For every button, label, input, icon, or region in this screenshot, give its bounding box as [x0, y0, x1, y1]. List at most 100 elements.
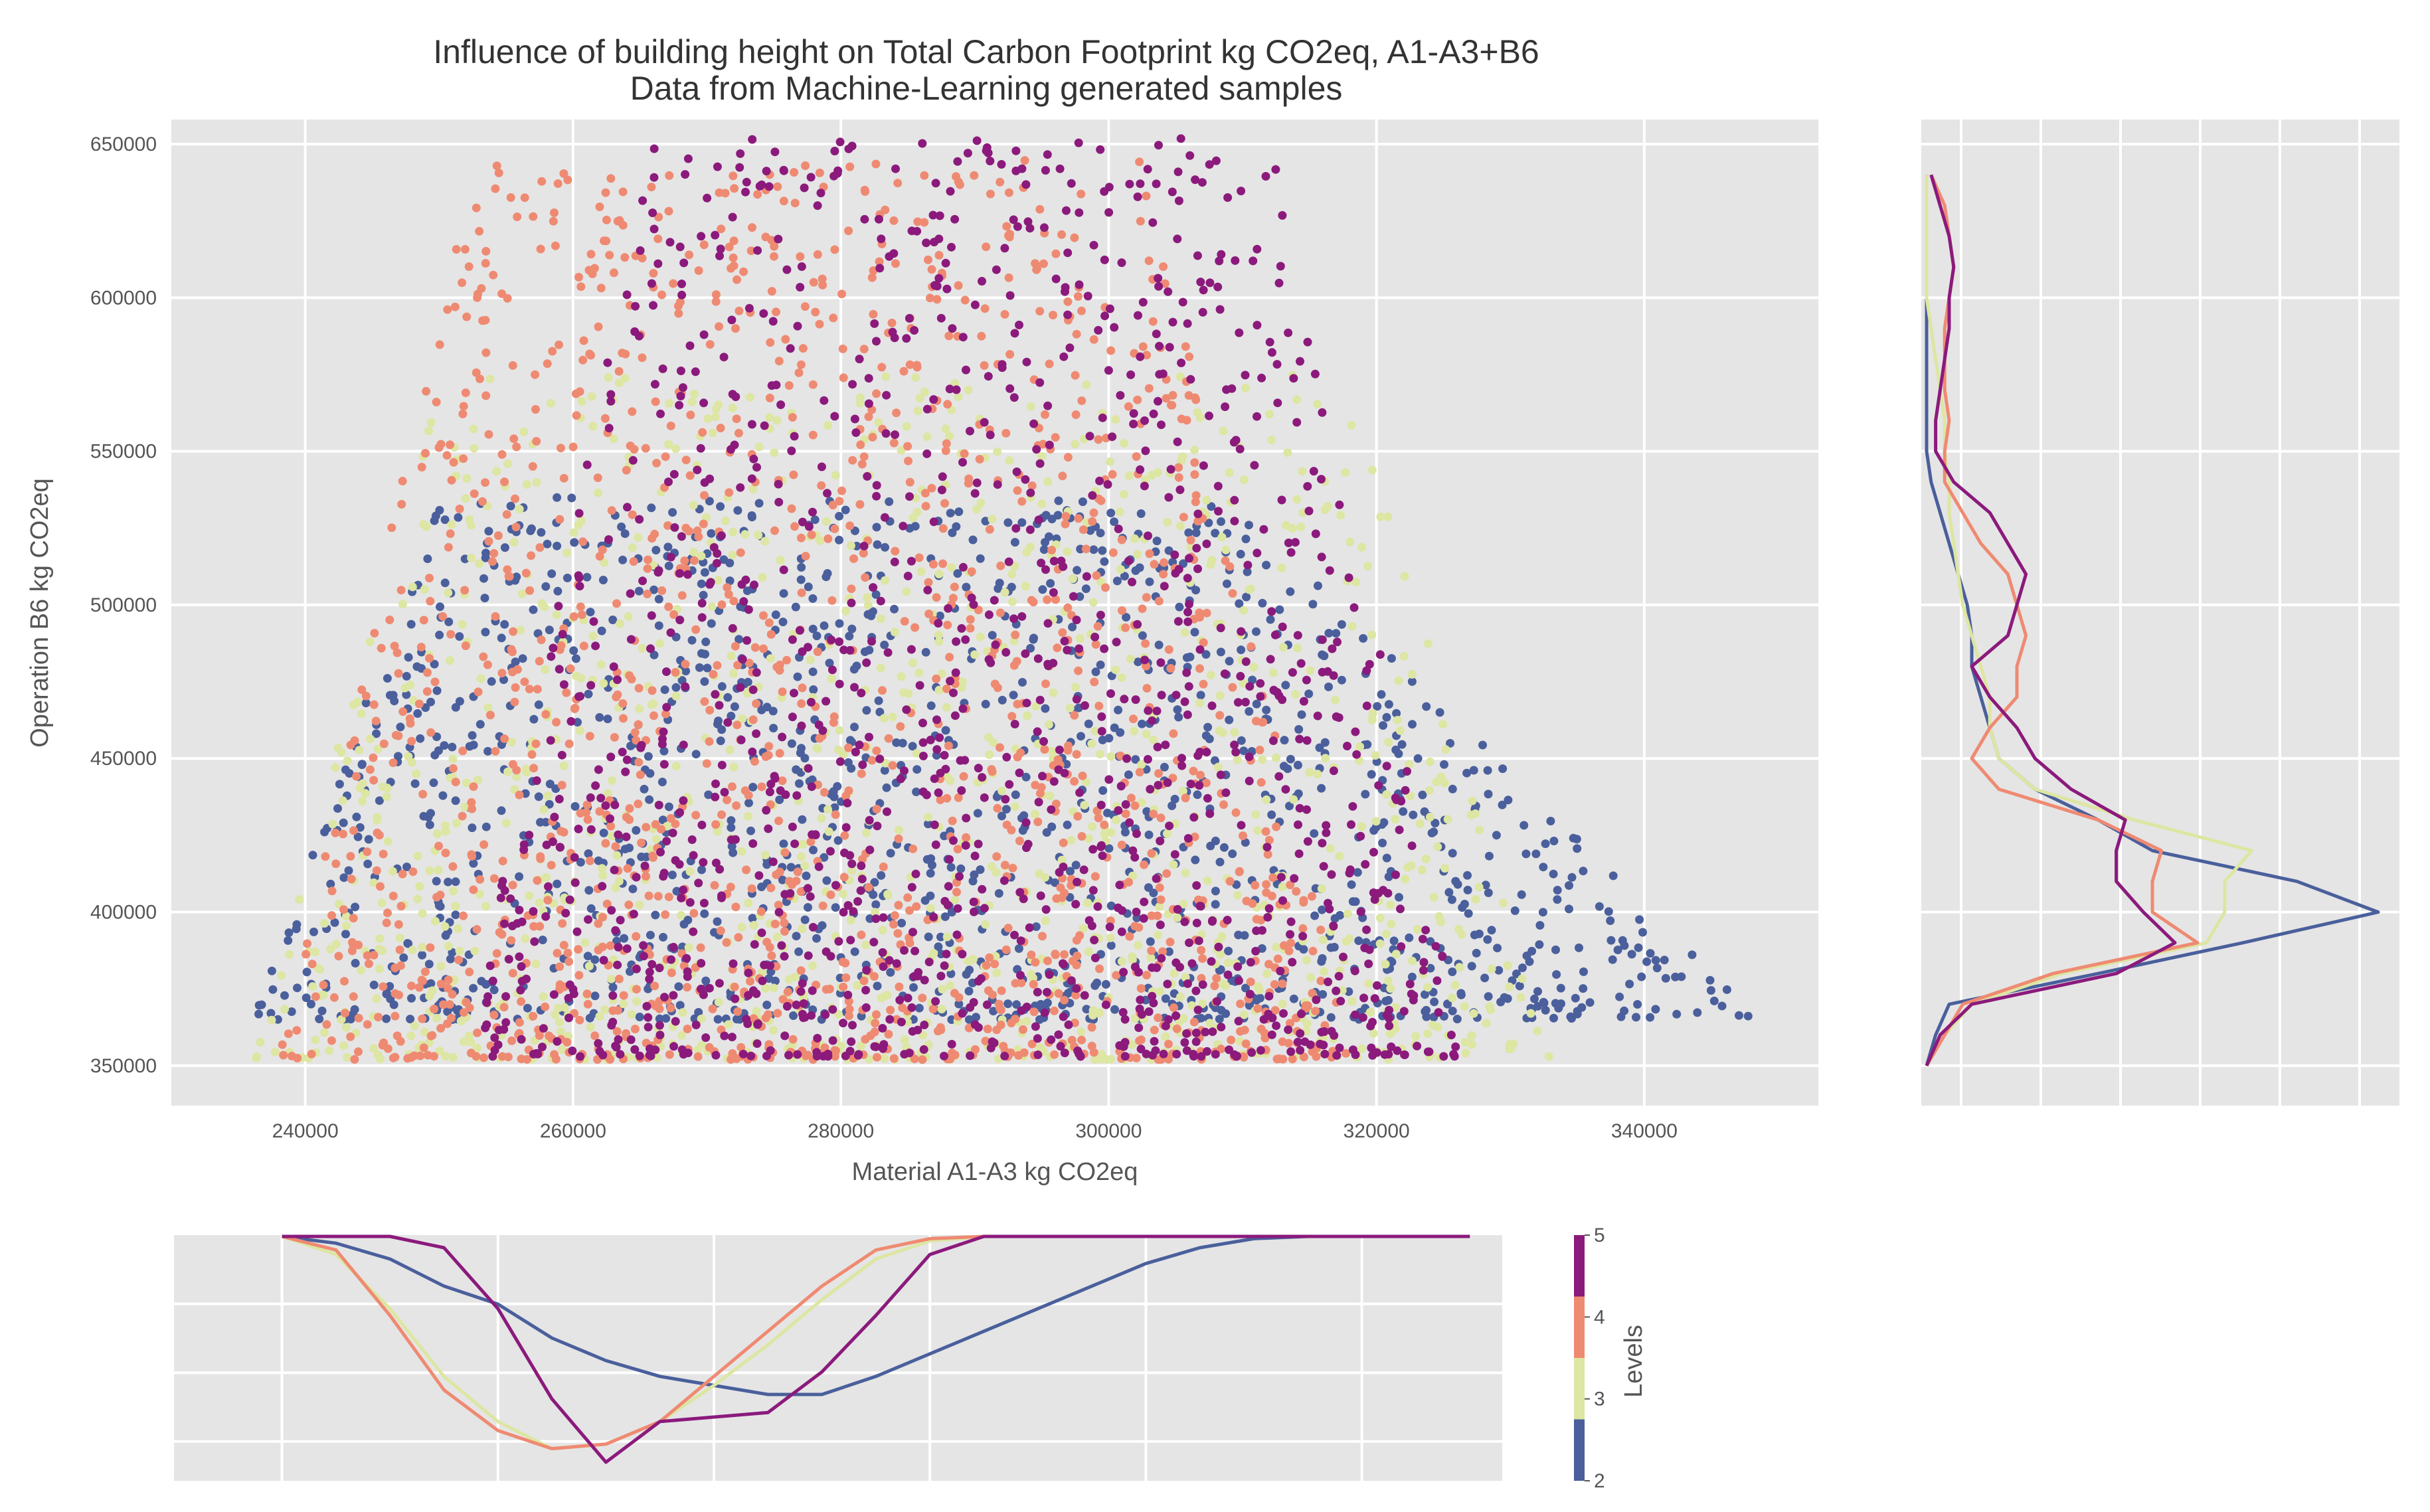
scatter-point — [831, 471, 840, 480]
scatter-point — [691, 625, 701, 634]
scatter-point — [1314, 581, 1322, 590]
scatter-point — [406, 1053, 416, 1062]
scatter-point — [689, 908, 699, 918]
scatter-point — [1191, 855, 1200, 865]
scatter-point — [476, 375, 484, 383]
scatter-point — [1207, 502, 1216, 511]
scatter-point — [458, 811, 467, 821]
scatter-point — [1166, 465, 1175, 474]
scatter-point — [968, 877, 978, 886]
scatter-point — [1130, 534, 1139, 543]
scatter-point — [333, 804, 342, 813]
scatter-point — [1227, 1035, 1236, 1045]
scatter-point — [570, 704, 579, 713]
scatter-point — [1579, 984, 1588, 993]
scatter-point — [1175, 963, 1184, 971]
scatter-point — [1579, 967, 1588, 976]
scatter-point — [677, 591, 687, 600]
scatter-point — [993, 447, 1002, 456]
scatter-point — [1431, 819, 1440, 827]
scatter-point — [1012, 467, 1021, 476]
scatter-point — [1106, 457, 1115, 466]
scatter-point — [911, 373, 920, 382]
scatter-point — [1433, 842, 1442, 851]
scatter-point — [597, 626, 606, 635]
scatter-point — [644, 891, 653, 900]
scatter-point — [1138, 297, 1148, 307]
scatter-point — [1503, 961, 1512, 970]
scatter-point — [1043, 987, 1051, 997]
scatter-point — [630, 1025, 640, 1034]
scatter-point — [754, 871, 764, 880]
scatter-point — [679, 258, 689, 268]
scatter-point — [319, 980, 328, 989]
scatter-point — [1070, 711, 1079, 720]
scatter-point — [1045, 359, 1054, 369]
scatter-point — [790, 168, 799, 177]
scatter-point — [1202, 495, 1211, 505]
scatter-point — [1235, 599, 1244, 608]
scatter-point — [557, 780, 566, 790]
scatter-point — [862, 828, 871, 837]
scatter-point — [697, 1014, 706, 1023]
scatter-point — [664, 440, 673, 449]
scatter-point — [1386, 984, 1395, 993]
scatter-point — [533, 685, 542, 694]
scatter-point — [780, 918, 789, 928]
scatter-point — [1082, 572, 1091, 581]
scatter-point — [1124, 471, 1134, 480]
scatter-point — [986, 430, 995, 440]
scatter-point — [1067, 976, 1076, 985]
scatter-point — [776, 556, 785, 564]
scatter-point — [374, 1013, 383, 1022]
scatter-point — [686, 410, 695, 420]
scatter-point — [547, 569, 557, 578]
scatter-point — [1230, 728, 1239, 737]
scatter-point — [675, 616, 685, 625]
scatter-point — [1197, 946, 1206, 955]
scatter-point — [787, 446, 796, 456]
scatter-point — [481, 628, 490, 637]
scatter-point — [1251, 881, 1260, 890]
scatter-point — [476, 875, 485, 884]
scatter-point — [961, 635, 970, 644]
scatter-point — [1357, 543, 1367, 552]
scatter-point — [708, 428, 717, 438]
scatter-point — [1396, 904, 1405, 914]
scatter-point — [738, 714, 747, 723]
scatter-point — [1072, 329, 1081, 339]
scatter-point — [788, 822, 797, 831]
scatter-point — [768, 707, 778, 716]
scatter-point — [1425, 757, 1434, 766]
scatter-point — [1387, 920, 1396, 928]
scatter-point — [394, 991, 403, 999]
scatter-point — [1210, 756, 1219, 765]
scatter-point — [425, 866, 434, 875]
scatter-point — [1296, 1009, 1306, 1019]
scatter-point — [798, 924, 807, 934]
scatter-point — [1021, 818, 1031, 827]
scatter-point — [1234, 930, 1243, 940]
scatter-point — [1148, 218, 1158, 227]
scatter-point — [780, 927, 789, 936]
scatter-point — [1265, 337, 1274, 347]
scatter-point — [610, 732, 619, 742]
scatter-point — [934, 619, 943, 628]
scatter-point — [976, 865, 985, 875]
scatter-point — [1043, 477, 1053, 486]
scatter-point — [1136, 509, 1146, 518]
scatter-point — [948, 324, 957, 333]
scatter-point — [1262, 795, 1271, 804]
scatter-point — [1225, 468, 1234, 477]
scatter-point — [661, 452, 670, 462]
scatter-point — [522, 480, 531, 489]
scatter-point — [459, 402, 468, 411]
scatter-point — [568, 985, 578, 994]
scatter-point — [940, 1051, 948, 1060]
scatter-point — [902, 587, 911, 596]
scatter-point — [698, 428, 707, 437]
scatter-point — [1015, 888, 1025, 897]
scatter-point — [481, 822, 491, 831]
scatter-point — [1073, 952, 1082, 960]
scatter-point — [588, 422, 598, 431]
